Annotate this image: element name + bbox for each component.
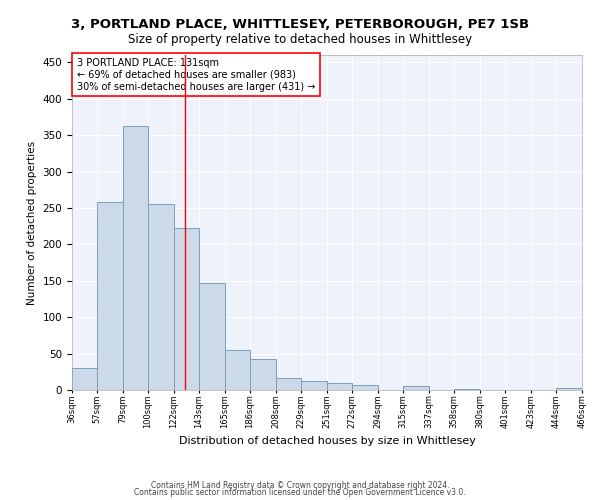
Bar [327, 382, 352, 390]
Bar [556, 388, 582, 390]
Text: Contains public sector information licensed under the Open Government Licence v3: Contains public sector information licen… [134, 488, 466, 497]
Bar [199, 283, 225, 390]
Bar [148, 204, 174, 390]
Bar [352, 385, 378, 390]
Bar [174, 228, 199, 390]
Bar [301, 382, 327, 390]
Bar [225, 350, 250, 390]
Bar [97, 202, 123, 390]
Bar [72, 368, 97, 390]
Bar [454, 388, 480, 390]
Text: Contains HM Land Registry data © Crown copyright and database right 2024.: Contains HM Land Registry data © Crown c… [151, 480, 449, 490]
Bar [123, 126, 148, 390]
Text: Size of property relative to detached houses in Whittlesey: Size of property relative to detached ho… [128, 32, 472, 46]
Text: 3, PORTLAND PLACE, WHITTLESEY, PETERBOROUGH, PE7 1SB: 3, PORTLAND PLACE, WHITTLESEY, PETERBORO… [71, 18, 529, 30]
Y-axis label: Number of detached properties: Number of detached properties [27, 140, 37, 304]
X-axis label: Distribution of detached houses by size in Whittlesey: Distribution of detached houses by size … [179, 436, 475, 446]
Text: 3 PORTLAND PLACE: 131sqm
← 69% of detached houses are smaller (983)
30% of semi-: 3 PORTLAND PLACE: 131sqm ← 69% of detach… [77, 58, 316, 92]
Bar [276, 378, 301, 390]
Bar [403, 386, 429, 390]
Bar [250, 358, 276, 390]
